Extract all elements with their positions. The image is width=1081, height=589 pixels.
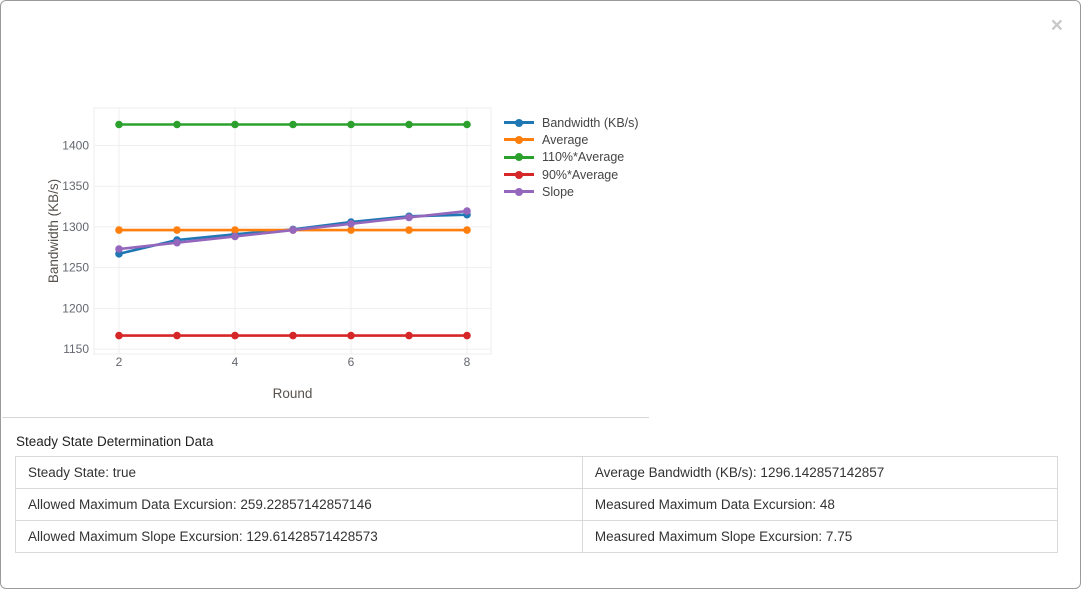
y-tick-label: 1300 [62, 220, 89, 234]
table-row: Steady State: true Average Bandwidth (KB… [15, 456, 1059, 489]
legend-label: Average [542, 132, 589, 147]
data-point [405, 226, 413, 234]
bandwidth-chart: 1150 1200 1250 1300 1350 1400 2 4 6 8 Round Bandwid… [46, 107, 492, 401]
data-point [173, 238, 181, 247]
legend-item[interactable]: Slope [504, 183, 639, 200]
data-point [405, 120, 413, 129]
table-cell-steady-state: Steady State: true [15, 456, 583, 489]
table-cell-average-bandwidth: Average Bandwidth (KB/s): 1296.142857142… [581, 456, 1059, 489]
data-point [463, 120, 471, 129]
steady-state-table: Steady State: true Average Bandwidth (KB… [15, 456, 1059, 553]
data-point [231, 120, 239, 129]
legend-label: Slope [542, 184, 574, 199]
steady-state-section: Steady State Determination Data Steady S… [15, 434, 1059, 553]
section-heading: Steady State Determination Data [16, 434, 214, 449]
legend-line-dot-icon [504, 152, 534, 162]
x-axis-title: Round [273, 386, 313, 401]
data-point [115, 226, 123, 234]
data-point [173, 331, 181, 340]
x-tick-label: 2 [116, 355, 123, 369]
table-cell-allowed-slope-excursion: Allowed Maximum Slope Excursion: 129.614… [15, 520, 583, 553]
data-point [115, 120, 123, 129]
data-point [289, 331, 297, 340]
chart-legend: Bandwidth (KB/s) Average 110%*Average 90%*A… [504, 114, 639, 200]
legend-line-dot-icon [504, 170, 534, 180]
y-tick-label: 1250 [62, 261, 89, 275]
data-point [463, 207, 471, 215]
y-tick-label: 1350 [62, 179, 89, 193]
legend-item[interactable]: Average [504, 131, 639, 148]
legend-item[interactable]: 90%*Average [504, 166, 639, 183]
legend-line-dot-icon [504, 187, 534, 197]
x-tick-label: 6 [348, 355, 355, 369]
table-row: Allowed Maximum Data Excursion: 259.2285… [15, 488, 1059, 521]
data-point [463, 331, 471, 340]
data-point [347, 331, 355, 340]
data-point [231, 232, 239, 241]
y-tick-label: 1150 [63, 342, 89, 356]
x-tick-label: 8 [464, 355, 471, 369]
data-point [405, 213, 413, 222]
legend-line-dot-icon [504, 118, 534, 128]
y-tick-label: 1200 [62, 301, 89, 315]
legend-item[interactable]: 110%*Average [504, 149, 639, 166]
data-point [347, 226, 355, 234]
data-point [463, 226, 471, 234]
data-point [231, 226, 239, 234]
table-cell-allowed-data-excursion: Allowed Maximum Data Excursion: 259.2285… [15, 488, 583, 521]
table-cell-measured-slope-excursion: Measured Maximum Slope Excursion: 7.75 [581, 520, 1059, 553]
table-row: Allowed Maximum Slope Excursion: 129.614… [15, 520, 1059, 553]
y-tick-label: 1400 [62, 138, 89, 152]
legend-label: 110%*Average [542, 150, 625, 165]
plot-border [93, 107, 492, 355]
data-point [115, 245, 123, 253]
data-point [289, 226, 297, 234]
data-point [173, 120, 181, 129]
legend-item[interactable]: Bandwidth (KB/s) [504, 114, 639, 131]
legend-label: Bandwidth (KB/s) [542, 115, 639, 130]
legend-line-dot-icon [504, 135, 534, 145]
data-point [115, 331, 123, 340]
data-point [347, 120, 355, 129]
y-axis-title: Bandwidth (KB/s) [46, 179, 61, 283]
data-point [347, 220, 355, 228]
close-icon[interactable]: × [1050, 14, 1063, 37]
series-line [117, 213, 469, 256]
chart-section: 1150 1200 1250 1300 1350 1400 2 4 6 8 Round Bandwid… [2, 2, 649, 418]
data-point [173, 226, 181, 234]
data-point [405, 331, 413, 340]
x-tick-label: 4 [232, 355, 239, 369]
legend-label: 90%*Average [542, 167, 619, 182]
data-point [231, 331, 239, 340]
table-cell-measured-data-excursion: Measured Maximum Data Excursion: 48 [581, 488, 1059, 521]
data-point [289, 120, 297, 129]
